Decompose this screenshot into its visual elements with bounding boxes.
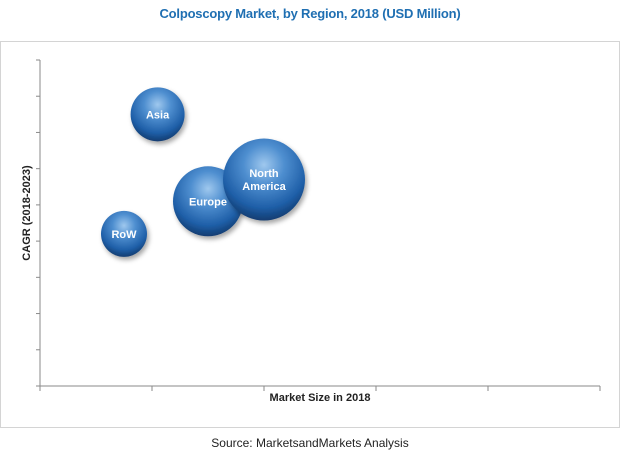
y-axis-label: CAGR (2018-2023) — [21, 165, 33, 261]
bubble-circle — [130, 87, 185, 142]
bubble-label: North America — [242, 168, 286, 193]
chart-title: Colposcopy Market, by Region, 2018 (USD … — [159, 6, 461, 21]
chart-frame — [0, 41, 620, 428]
bubble-circle — [223, 138, 305, 221]
bubble-label: Asia — [146, 109, 170, 121]
bubbles: Asia RoW Europe North America — [101, 87, 305, 257]
bubble-north-america: North America — [223, 138, 305, 221]
x-axis-label: Market Size in 2018 — [270, 392, 371, 404]
bubble-label: RoW — [111, 229, 137, 241]
bubble-circle — [101, 210, 147, 257]
bubble-label: Europe — [189, 196, 227, 208]
bubble-row: RoW — [101, 210, 147, 257]
bubble-asia: Asia — [130, 87, 185, 142]
axes — [36, 59, 601, 391]
source-note: Source: MarketsandMarkets Analysis — [211, 436, 409, 450]
